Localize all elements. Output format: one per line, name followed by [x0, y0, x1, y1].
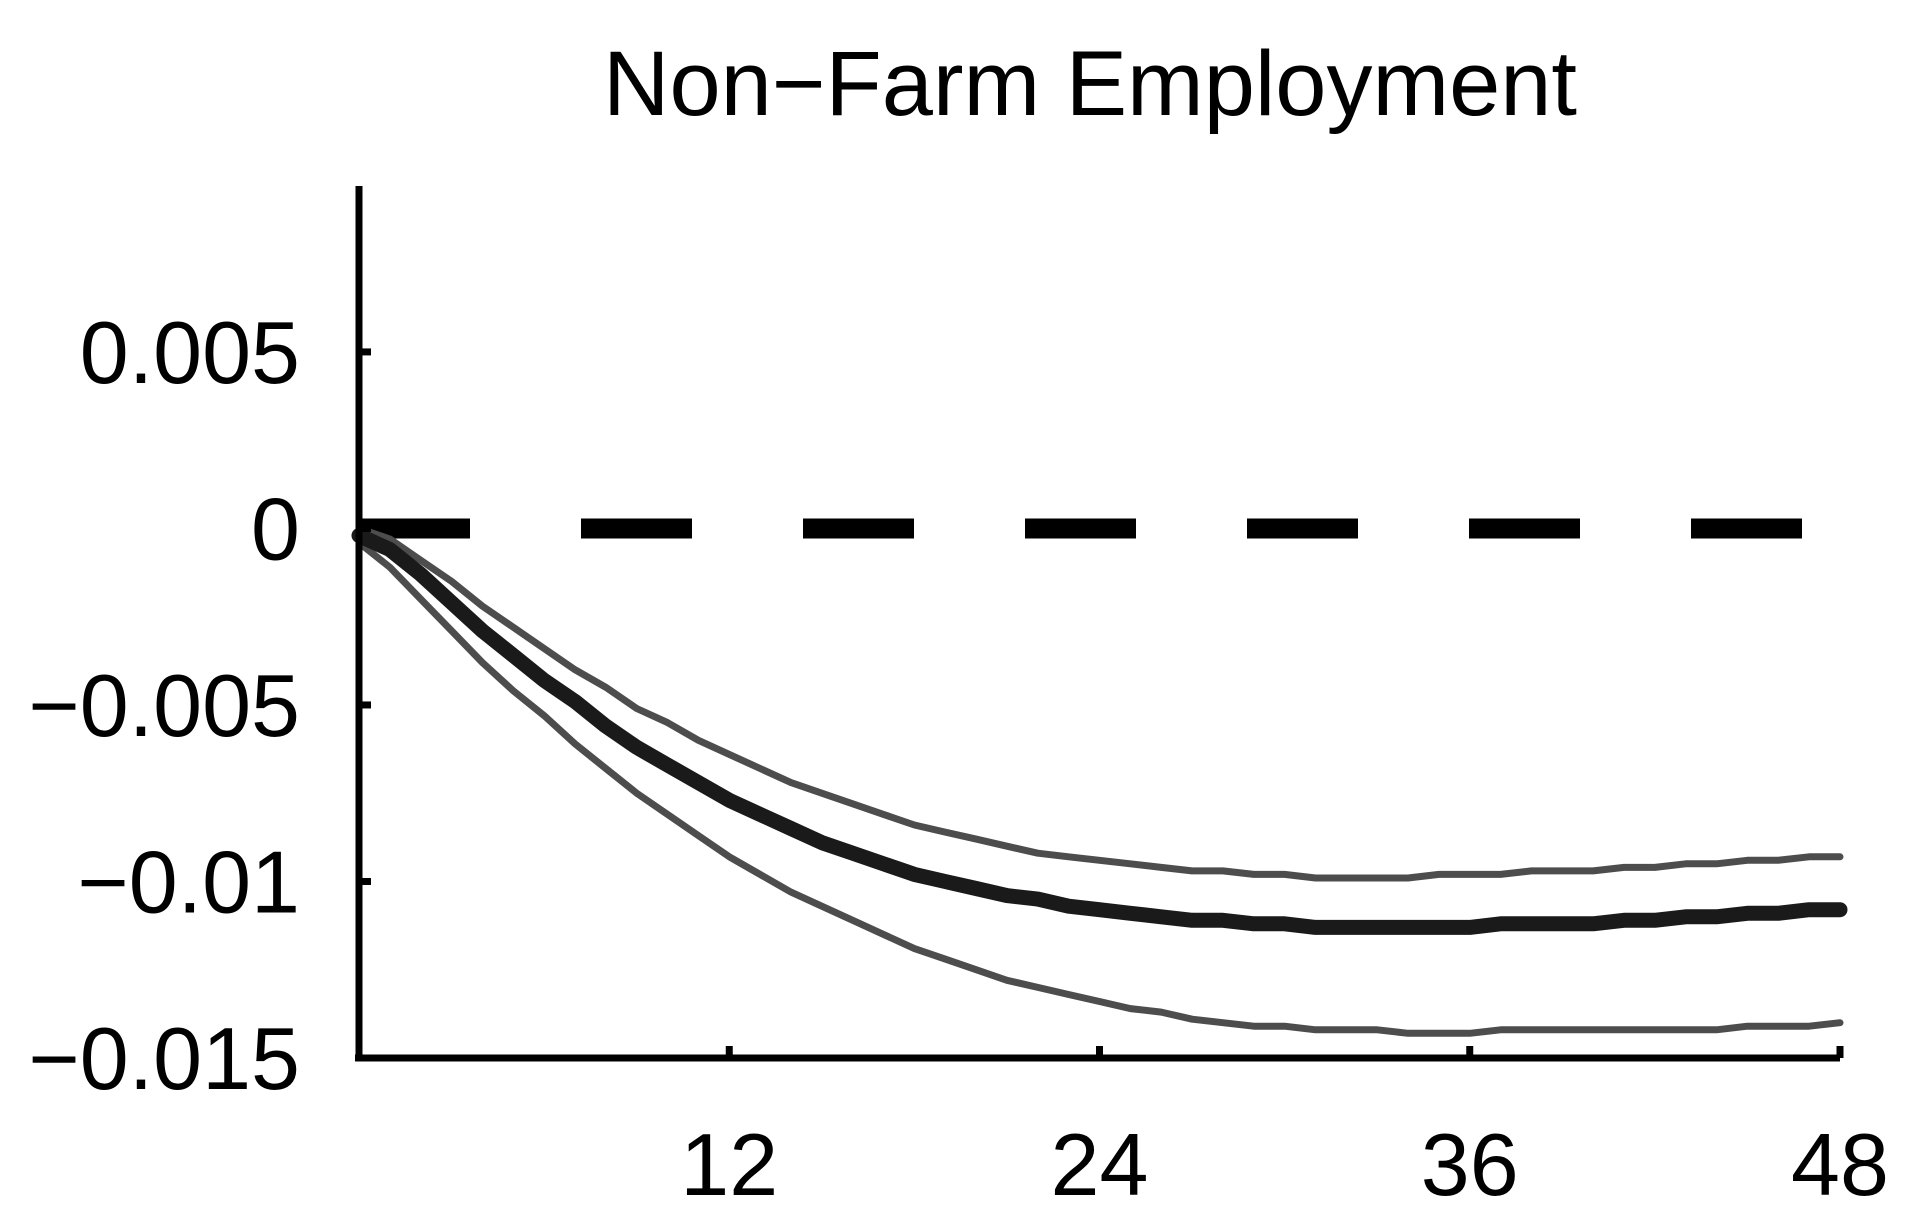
chart-title: Non−Farm Employment — [603, 33, 1577, 135]
y-tick-label: −0.005 — [28, 656, 300, 755]
y-tick-label: −0.015 — [28, 1009, 300, 1108]
y-tick-label: −0.01 — [77, 832, 300, 931]
x-ticks-layer: 12 24 36 48 — [680, 1046, 1889, 1214]
x-tick-label: 12 — [680, 1115, 778, 1214]
series-line-estimate — [351, 528, 1848, 935]
series-line-lower-band — [355, 539, 1844, 1037]
y-tick-label: 0.005 — [80, 303, 300, 402]
series-layer — [351, 524, 1848, 1037]
x-tick-label: 24 — [1051, 1115, 1149, 1214]
series-line-upper-band — [355, 524, 1844, 882]
x-tick-label: 48 — [1791, 1115, 1889, 1214]
y-tick-label: 0 — [251, 479, 300, 578]
x-tick-label: 36 — [1421, 1115, 1519, 1214]
y-ticks-layer: 0.005 0 −0.005 −0.01 −0.015 — [28, 303, 371, 1108]
